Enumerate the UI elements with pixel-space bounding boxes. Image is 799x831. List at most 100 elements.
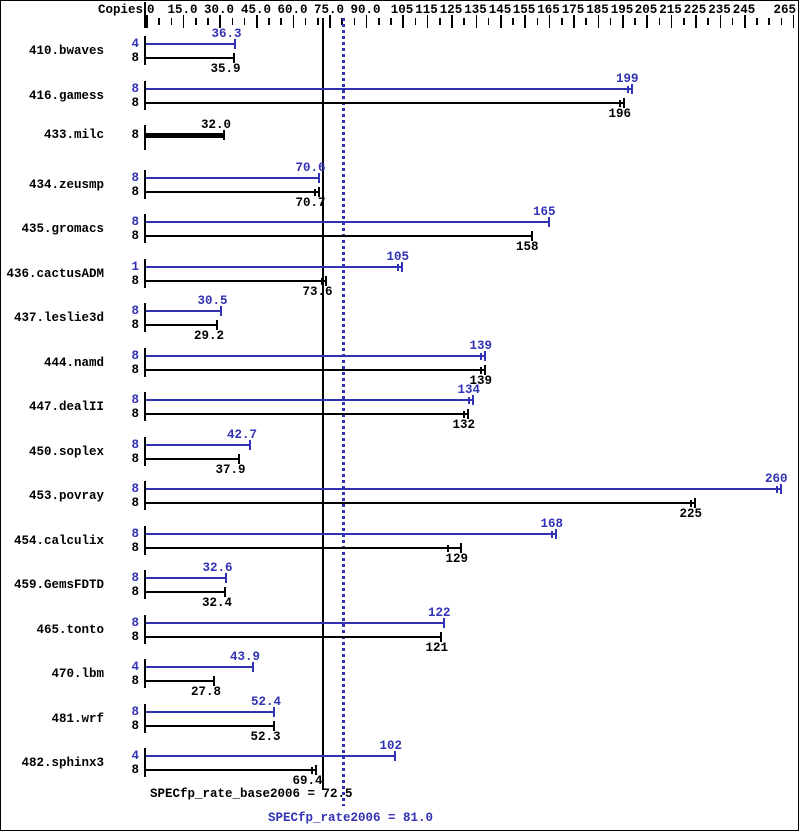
benchmark-name: 482.sphinx3 xyxy=(21,756,104,770)
bar-peak xyxy=(146,577,226,579)
axis-tick-label: 15.0 xyxy=(167,3,198,17)
axis-minor-tick xyxy=(768,18,770,25)
benchmark-name: 470.lbm xyxy=(51,667,104,681)
bar-end-tick xyxy=(401,262,403,272)
bar-value-label: 225 xyxy=(679,507,702,521)
bar-end-tick xyxy=(484,351,486,361)
bar-value-label: 32.0 xyxy=(200,118,231,132)
bar-end-tick xyxy=(394,751,396,761)
copies-value: 8 xyxy=(131,719,139,733)
bar-value-label: 132 xyxy=(452,418,475,432)
benchmark-name: 454.calculix xyxy=(13,534,104,548)
benchmark-name: 416.gamess xyxy=(28,89,104,103)
bar-end-tick xyxy=(272,721,275,731)
bar-peak xyxy=(146,488,781,490)
axis-minor-tick xyxy=(390,18,392,25)
bar-end-tick xyxy=(467,409,469,419)
bar-base xyxy=(146,191,319,193)
axis-tick-label: 215 xyxy=(659,3,682,17)
axis-minor-tick xyxy=(683,18,685,25)
bar-base xyxy=(146,413,468,415)
bar-base xyxy=(146,280,326,282)
axis-minor-tick xyxy=(170,18,172,25)
bar-value-label: 52.4 xyxy=(250,695,281,709)
axis-minor-tick xyxy=(243,18,245,25)
benchmark-name: 465.tonto xyxy=(36,623,104,637)
axis-major-tick xyxy=(744,15,746,28)
benchmark-name: 435.gromacs xyxy=(21,222,104,236)
axis-major-tick xyxy=(182,15,184,28)
bar-base xyxy=(146,591,225,593)
bar-value-label: 27.8 xyxy=(190,685,221,699)
bar-value-label: 134 xyxy=(457,383,480,397)
axis-tick-label: 245 xyxy=(732,3,756,17)
bar-run-tick xyxy=(551,530,553,538)
axis-minor-tick xyxy=(658,18,660,25)
bar-end-tick xyxy=(623,98,625,108)
copies-value: 8 xyxy=(131,171,139,185)
benchmark-baseline xyxy=(144,526,146,555)
copies-value: 8 xyxy=(131,128,139,142)
axis-tick-label: 175 xyxy=(561,3,585,17)
bar-value-label: 139 xyxy=(469,339,492,353)
bar-value-label: 105 xyxy=(386,250,409,264)
copies-value: 8 xyxy=(131,705,139,719)
bar-value-label: 52.3 xyxy=(250,730,281,744)
copies-value: 1 xyxy=(131,260,139,274)
bar-end-tick xyxy=(237,454,240,464)
bar-base xyxy=(146,458,239,460)
axis-minor-tick xyxy=(304,18,306,25)
bar-peak xyxy=(146,444,250,446)
benchmark-baseline xyxy=(144,748,146,777)
benchmark-baseline xyxy=(144,81,146,110)
axis-minor-tick xyxy=(280,18,282,25)
benchmark-baseline xyxy=(144,437,146,466)
bar-end-tick xyxy=(472,395,474,405)
axis-minor-tick xyxy=(512,18,514,25)
copies-value: 8 xyxy=(131,571,139,585)
bar-base xyxy=(146,636,441,638)
axis-minor-tick xyxy=(341,18,343,25)
axis-major-tick xyxy=(670,15,672,28)
axis-minor-tick xyxy=(317,18,319,25)
axis-minor-tick xyxy=(378,18,380,25)
axis-minor-tick xyxy=(536,18,538,25)
axis-tick-label: 30.0 xyxy=(203,3,235,17)
benchmark-baseline xyxy=(144,392,146,421)
copies-value: 8 xyxy=(131,527,139,541)
axis-minor-tick xyxy=(231,18,233,25)
axis-major-tick xyxy=(402,15,404,28)
bar-end-tick xyxy=(252,662,254,672)
bar-value-label: 122 xyxy=(427,606,451,620)
copies-value: 8 xyxy=(131,96,139,110)
axis-tick-label: 185 xyxy=(586,3,609,17)
axis-tick-label: 135 xyxy=(464,3,487,17)
bar-peak xyxy=(146,666,253,668)
bar-run-tick xyxy=(480,366,482,374)
bar-value-label: 158 xyxy=(515,240,539,254)
bar-run-tick xyxy=(313,188,316,196)
bar-run-tick xyxy=(310,766,313,774)
copies-value: 8 xyxy=(131,274,139,288)
axis-tick-label: 145 xyxy=(488,3,512,17)
benchmark-name: 481.wrf xyxy=(51,712,104,726)
axis-minor-tick xyxy=(634,18,636,25)
copies-value: 8 xyxy=(131,541,139,555)
axis-major-tick xyxy=(573,15,575,28)
copies-value: 8 xyxy=(131,585,139,599)
copies-value: 8 xyxy=(131,407,139,421)
bar-end-tick xyxy=(224,587,226,597)
bar-end-tick xyxy=(547,217,550,227)
bar-end-tick xyxy=(219,306,222,316)
axis-minor-tick xyxy=(780,18,782,25)
copies-value: 8 xyxy=(131,393,139,407)
bar-base xyxy=(146,324,217,326)
bar-value-label: 165 xyxy=(532,205,556,219)
bar-base xyxy=(146,680,214,682)
bar-value-label: 196 xyxy=(608,107,631,121)
axis-minor-tick xyxy=(731,18,733,25)
benchmark-name: 444.namd xyxy=(43,356,104,370)
bar-end-tick xyxy=(317,187,320,197)
copies-value: 8 xyxy=(131,452,139,466)
axis-major-tick xyxy=(695,15,697,28)
